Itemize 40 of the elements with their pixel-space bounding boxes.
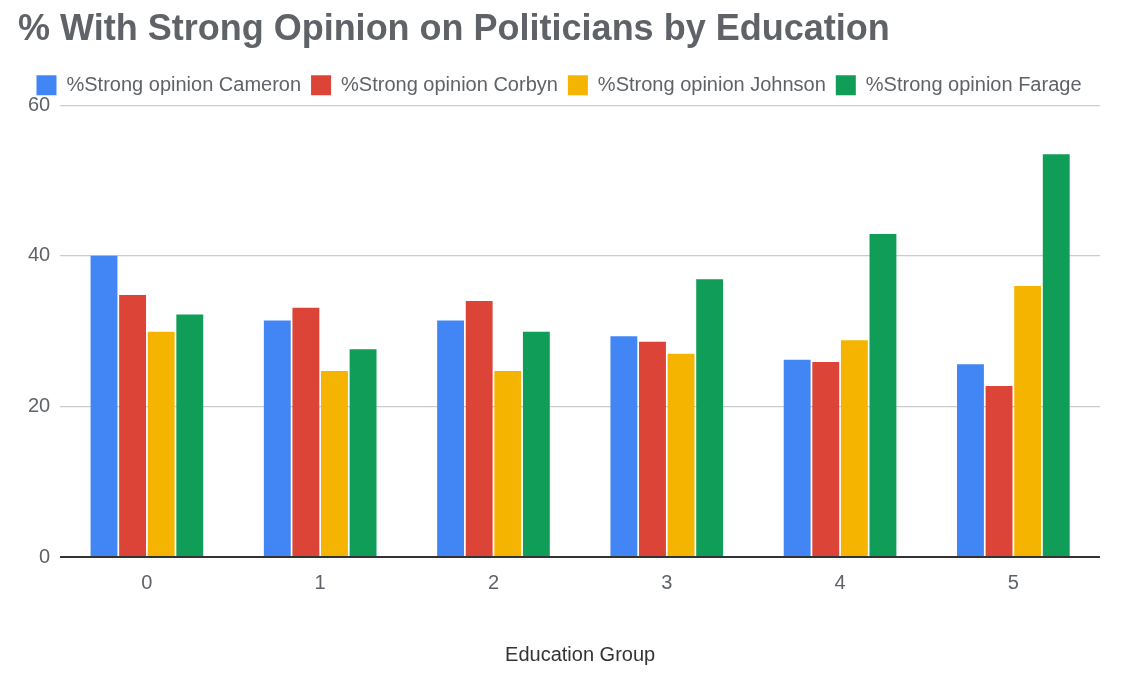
bar xyxy=(957,364,984,556)
x-tick-label: 1 xyxy=(314,570,326,593)
bar xyxy=(437,320,465,556)
y-tick-label: 0 xyxy=(39,544,51,567)
bar xyxy=(869,233,897,556)
y-tick-label: 40 xyxy=(28,243,51,266)
x-tick-label: 3 xyxy=(661,570,673,593)
bar xyxy=(522,331,550,556)
bar xyxy=(696,279,724,556)
legend-label: %Strong opinion Johnson xyxy=(597,72,826,95)
bar xyxy=(1042,154,1070,556)
bar xyxy=(812,361,840,556)
x-tick-label: 2 xyxy=(487,570,500,593)
bar xyxy=(610,336,638,556)
x-tick-label: 4 xyxy=(834,570,846,593)
bar xyxy=(783,359,811,556)
bar xyxy=(147,331,175,556)
bar xyxy=(639,341,666,556)
x-tick-label: 5 xyxy=(1007,570,1019,593)
legend-label: %Strong opinion Corbyn xyxy=(341,72,558,95)
bar xyxy=(1014,285,1042,556)
bar xyxy=(667,353,695,556)
y-tick-label: 60 xyxy=(28,92,51,115)
x-tick-label: 0 xyxy=(141,570,153,593)
bar xyxy=(90,255,118,556)
x-axis-title: Education Group xyxy=(505,642,656,665)
bar xyxy=(119,294,147,556)
bar xyxy=(263,320,291,556)
y-tick-label: 20 xyxy=(28,393,51,416)
chart-title: % With Strong Opinion on Politicians by Education xyxy=(18,6,890,48)
bar xyxy=(321,371,348,556)
bar xyxy=(349,349,377,556)
bar xyxy=(292,307,320,556)
bar xyxy=(494,371,522,556)
bar xyxy=(985,386,1013,556)
bar xyxy=(176,314,204,556)
bar xyxy=(465,300,493,556)
bar xyxy=(840,340,868,556)
legend-label: %Strong opinion Farage xyxy=(865,72,1082,95)
legend-label: %Strong opinion Cameron xyxy=(66,72,302,95)
